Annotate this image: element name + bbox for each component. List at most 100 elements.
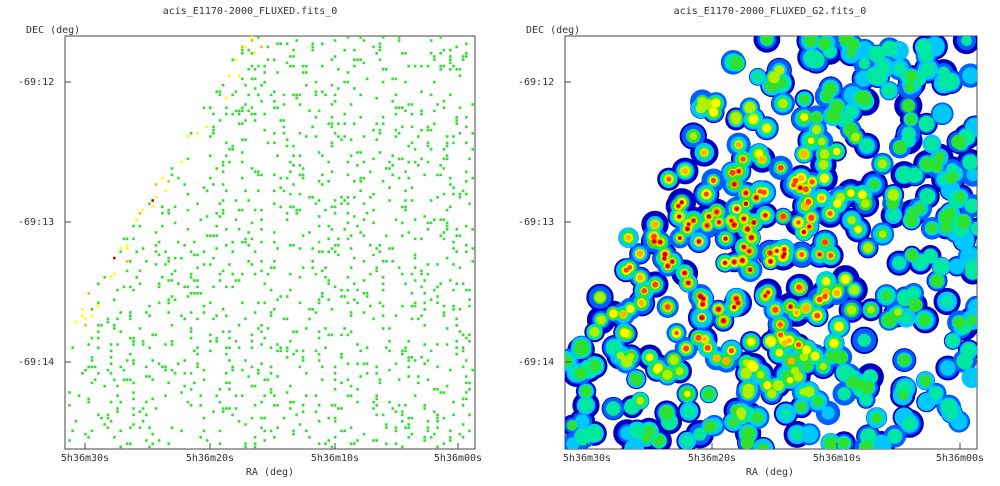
event-pixel	[394, 429, 398, 433]
event-pixel	[263, 439, 266, 442]
event-pixel	[116, 288, 119, 292]
event-pixel	[241, 106, 244, 109]
event-pixel	[327, 250, 330, 253]
event-pixel	[244, 240, 247, 244]
event-pixel	[106, 320, 110, 324]
event-pixel	[157, 240, 161, 244]
event-pixel	[381, 288, 385, 292]
event-pixel	[458, 432, 462, 436]
heat-blob	[964, 258, 977, 276]
event-pixel	[209, 301, 212, 305]
event-pixel	[292, 330, 295, 333]
event-pixel	[148, 346, 151, 349]
event-pixel	[346, 36, 350, 39]
event-pixel	[157, 439, 161, 442]
event-pixel	[298, 365, 302, 369]
event-pixel	[132, 288, 135, 292]
event-pixel	[186, 192, 190, 196]
event-pixel	[353, 48, 356, 52]
event-pixel	[215, 90, 218, 93]
heat-blob	[800, 113, 808, 121]
heat-blob	[757, 189, 763, 194]
event-pixel	[269, 311, 273, 314]
event-pixel	[317, 151, 321, 154]
event-pixel	[359, 176, 362, 180]
event-pixel	[237, 420, 241, 423]
event-pixel	[327, 416, 330, 420]
event-pixel	[148, 426, 151, 429]
event-pixel	[263, 429, 266, 433]
event-pixel	[442, 100, 446, 103]
event-pixel	[228, 346, 231, 349]
event-pixel	[196, 365, 199, 369]
event-pixel	[330, 308, 334, 311]
event-pixel	[333, 365, 337, 369]
heat-blob	[703, 191, 709, 197]
event-pixel	[253, 442, 257, 445]
event-pixel	[359, 116, 362, 119]
event-pixel	[365, 292, 369, 295]
event-pixel	[196, 292, 199, 295]
event-pixel	[90, 429, 94, 433]
event-pixel	[273, 266, 276, 269]
event-pixel	[196, 132, 199, 135]
panel-left-frame[interactable]	[64, 35, 476, 450]
event-pixel	[269, 372, 273, 375]
event-pixel	[81, 308, 84, 311]
event-pixel	[388, 160, 391, 164]
event-pixel	[410, 317, 414, 321]
event-pixel	[196, 253, 199, 257]
event-pixel	[458, 132, 462, 135]
heat-blob	[826, 108, 841, 123]
event-pixel	[129, 442, 132, 445]
event-pixel	[321, 90, 324, 93]
event-pixel	[314, 394, 318, 397]
event-pixel	[330, 170, 334, 173]
event-pixel	[375, 397, 378, 401]
event-pixel	[170, 343, 174, 346]
event-pixel	[471, 247, 474, 250]
event-pixel	[372, 439, 375, 442]
event-pixel	[148, 202, 151, 205]
event-pixel	[321, 269, 324, 273]
event-pixel	[375, 404, 378, 407]
event-pixel	[212, 285, 215, 289]
event-pixel	[244, 442, 247, 445]
event-pixel	[157, 362, 161, 365]
event-pixel	[465, 224, 468, 228]
event-pixel	[225, 352, 228, 356]
heat-blob	[777, 164, 784, 171]
event-pixel	[266, 327, 270, 330]
event-pixel	[183, 183, 186, 186]
heat-blob	[902, 127, 916, 141]
event-pixel	[353, 215, 356, 218]
event-pixel	[445, 221, 449, 225]
event-pixel	[410, 112, 414, 116]
event-pixel	[186, 295, 190, 298]
event-pixel	[429, 298, 433, 301]
event-pixel	[141, 407, 145, 410]
heat-blob	[749, 235, 754, 240]
event-pixel	[337, 244, 340, 247]
event-pixel	[413, 279, 417, 282]
event-pixel	[449, 439, 452, 442]
heat-blob	[755, 150, 763, 158]
event-pixel	[221, 407, 225, 410]
event-pixel	[397, 132, 401, 135]
event-pixel	[109, 276, 113, 279]
event-pixel	[465, 52, 468, 55]
heat-blob	[677, 204, 680, 208]
event-pixel	[276, 404, 279, 407]
event-pixel	[385, 442, 388, 445]
event-pixel	[327, 282, 330, 285]
event-pixel	[362, 39, 366, 42]
event-pixel	[209, 349, 212, 353]
event-pixel	[410, 103, 414, 106]
event-pixel	[228, 330, 231, 333]
heat-blob	[941, 295, 953, 308]
event-pixel	[436, 295, 439, 298]
event-pixel	[154, 407, 158, 410]
event-pixel	[452, 247, 455, 250]
heat-blob	[923, 248, 938, 264]
event-pixel	[173, 205, 177, 209]
